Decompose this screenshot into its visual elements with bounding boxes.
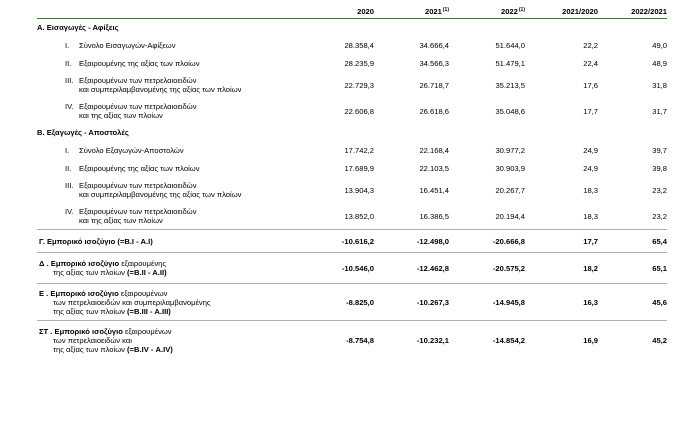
value-2022: 51.479,1	[495, 58, 525, 68]
value-2022: 20.194,4	[495, 211, 525, 221]
footnote-marker: (1)	[442, 7, 449, 13]
change-2021-2020: 24,9	[583, 145, 598, 155]
table-row: II. Εξαιρουμένης της αξίας των πλοίων 17.…	[37, 159, 667, 177]
change-2021-2020: 16,3	[525, 283, 598, 321]
value-2022: -14.945,8	[449, 283, 525, 321]
header-2021: 2021(1)	[374, 4, 449, 19]
section-title: Α. Εισαγωγές - Αφίξεις	[37, 23, 119, 32]
balance-label: Δ . Εμπορικό ισοζύγιο εξαιρουμένης της αξ…	[37, 252, 310, 284]
value-2020: -8.825,0	[310, 283, 374, 321]
value-2021: -10.267,3	[374, 283, 449, 321]
row-label: II. Εξαιρουμένης της αξίας των πλοίων	[65, 58, 200, 68]
value-2021: -12.498,0	[374, 229, 449, 253]
value-2020: 22.729,3	[344, 80, 374, 90]
row-label: I. Σύνολο Εξαγωγών-Αποστολών	[65, 145, 184, 155]
change-2021-2020: 18,3	[583, 185, 598, 195]
header-2020: 2020	[310, 4, 374, 19]
balance-label: ΣΤ . Εμπορικό ισοζύγιο εξαιρουμένων των π…	[37, 320, 310, 359]
change-2022-2021: 31,7	[652, 106, 667, 116]
row-label: II. Εξαιρουμένης της αξίας των πλοίων	[65, 163, 200, 173]
balance-label: Ε . Εμπορικό ισοζύγιο εξαιρουμένων των πε…	[37, 283, 310, 321]
balance-row: Γ. Εμπορικό ισοζύγιο (=Β.Ι - Α.Ι) -10.61…	[37, 229, 667, 253]
value-2021: 22.168,4	[419, 145, 449, 155]
value-2021: 26.618,6	[419, 106, 449, 116]
value-2022: -20.575,2	[449, 252, 525, 284]
value-2022: 30.903,9	[495, 163, 525, 173]
header-ratio-2021-2020: 2021/2020	[525, 4, 598, 19]
change-2022-2021: 65,4	[598, 229, 667, 253]
change-2022-2021: 23,2	[652, 211, 667, 221]
change-2021-2020: 16,9	[525, 320, 598, 359]
value-2022: 35.213,5	[495, 80, 525, 90]
change-2021-2020: 18,2	[525, 252, 598, 284]
table-row: IV. Εξαιρουμένων των πετρελαιοειδών και τη…	[37, 203, 667, 230]
row-label: IV. Εξαιρουμένων των πετρελαιοειδών και τη…	[65, 207, 197, 225]
value-2020: -10.546,0	[310, 252, 374, 284]
value-2021: 34.566,3	[419, 58, 449, 68]
value-2021: 22.103,5	[419, 163, 449, 173]
change-2021-2020: 22,4	[583, 58, 598, 68]
change-2022-2021: 45,6	[598, 283, 667, 321]
trade-balance-table: 2020 2021(1) 2022(1) 2021/2020 2022/2021…	[37, 4, 667, 359]
value-2022: -14.854,2	[449, 320, 525, 359]
value-2021: 16.386,5	[419, 211, 449, 221]
value-2022: 35.048,6	[495, 106, 525, 116]
table-row: IV. Εξαιρουμένων των πετρελαιοειδών και τη…	[37, 98, 667, 124]
change-2021-2020: 18,3	[583, 211, 598, 221]
value-2020: 13.904,3	[344, 185, 374, 195]
table-row: II. Εξαιρουμένης της αξίας των πλοίων 28.…	[37, 54, 667, 72]
value-2021: 26.718,7	[419, 80, 449, 90]
change-2022-2021: 45,2	[598, 320, 667, 359]
change-2022-2021: 31,8	[652, 80, 667, 90]
table-header: 2020 2021(1) 2022(1) 2021/2020 2022/2021	[37, 4, 667, 19]
value-2020: 22.606,8	[344, 106, 374, 116]
change-2022-2021: 65,1	[598, 252, 667, 284]
value-2020: 13.852,0	[344, 211, 374, 221]
row-label: III. Εξαιρουμένων των πετρελαιοειδών και σ…	[65, 76, 242, 94]
table-row: III. Εξαιρουμένων των πετρελαιοειδών και σ…	[37, 177, 667, 203]
row-label: IV. Εξαιρουμένων των πετρελαιοειδών και τη…	[65, 102, 197, 120]
section-imports-title: Α. Εισαγωγές - Αφίξεις	[37, 19, 667, 37]
value-2022: 30.977,2	[495, 145, 525, 155]
row-label: III. Εξαιρουμένων των πετρελαιοειδών και σ…	[65, 181, 242, 199]
header-ratio-2022-2021: 2022/2021	[598, 4, 667, 19]
change-2021-2020: 17,7	[525, 229, 598, 253]
footnote-marker: (1)	[518, 7, 525, 13]
balance-row: ΣΤ . Εμπορικό ισοζύγιο εξαιρουμένων των π…	[37, 320, 667, 359]
value-2020: 28.235,9	[344, 58, 374, 68]
header-label-cell	[37, 4, 310, 19]
change-2022-2021: 39,8	[652, 163, 667, 173]
value-2022: 51.644,0	[495, 40, 525, 50]
value-2020: -10.616,2	[310, 229, 374, 253]
change-2021-2020: 22,2	[583, 40, 598, 50]
balance-row: Ε . Εμπορικό ισοζύγιο εξαιρουμένων των πε…	[37, 283, 667, 321]
change-2021-2020: 17,6	[583, 80, 598, 90]
section-title: Β. Εξαγωγές - Αποστολές	[37, 128, 129, 137]
change-2022-2021: 23,2	[652, 185, 667, 195]
value-2020: -8.754,8	[310, 320, 374, 359]
table-row: I. Σύνολο Εισαγωγών-Αφίξεων 28.358,4 34.6…	[37, 36, 667, 54]
value-2020: 17.689,9	[344, 163, 374, 173]
change-2021-2020: 17,7	[583, 106, 598, 116]
value-2021: -10.232,1	[374, 320, 449, 359]
header-2022: 2022(1)	[449, 4, 525, 19]
value-2020: 28.358,4	[344, 40, 374, 50]
value-2022: 20.267,7	[495, 185, 525, 195]
change-2022-2021: 49,0	[652, 40, 667, 50]
value-2022: -20.666,8	[449, 229, 525, 253]
balance-label: Γ. Εμπορικό ισοζύγιο (=Β.Ι - Α.Ι)	[37, 229, 310, 253]
table-row: I. Σύνολο Εξαγωγών-Αποστολών 17.742,2 22.…	[37, 141, 667, 159]
table-row: III. Εξαιρουμένων των πετρελαιοειδών και σ…	[37, 72, 667, 98]
value-2021: -12.462,8	[374, 252, 449, 284]
section-exports-title: Β. Εξαγωγές - Αποστολές	[37, 124, 667, 141]
change-2022-2021: 48,9	[652, 58, 667, 68]
change-2022-2021: 39,7	[652, 145, 667, 155]
change-2021-2020: 24,9	[583, 163, 598, 173]
value-2021: 16.451,4	[419, 185, 449, 195]
row-label: I. Σύνολο Εισαγωγών-Αφίξεων	[65, 40, 176, 50]
balance-row: Δ . Εμπορικό ισοζύγιο εξαιρουμένης της αξ…	[37, 252, 667, 284]
value-2020: 17.742,2	[344, 145, 374, 155]
value-2021: 34.666,4	[419, 40, 449, 50]
